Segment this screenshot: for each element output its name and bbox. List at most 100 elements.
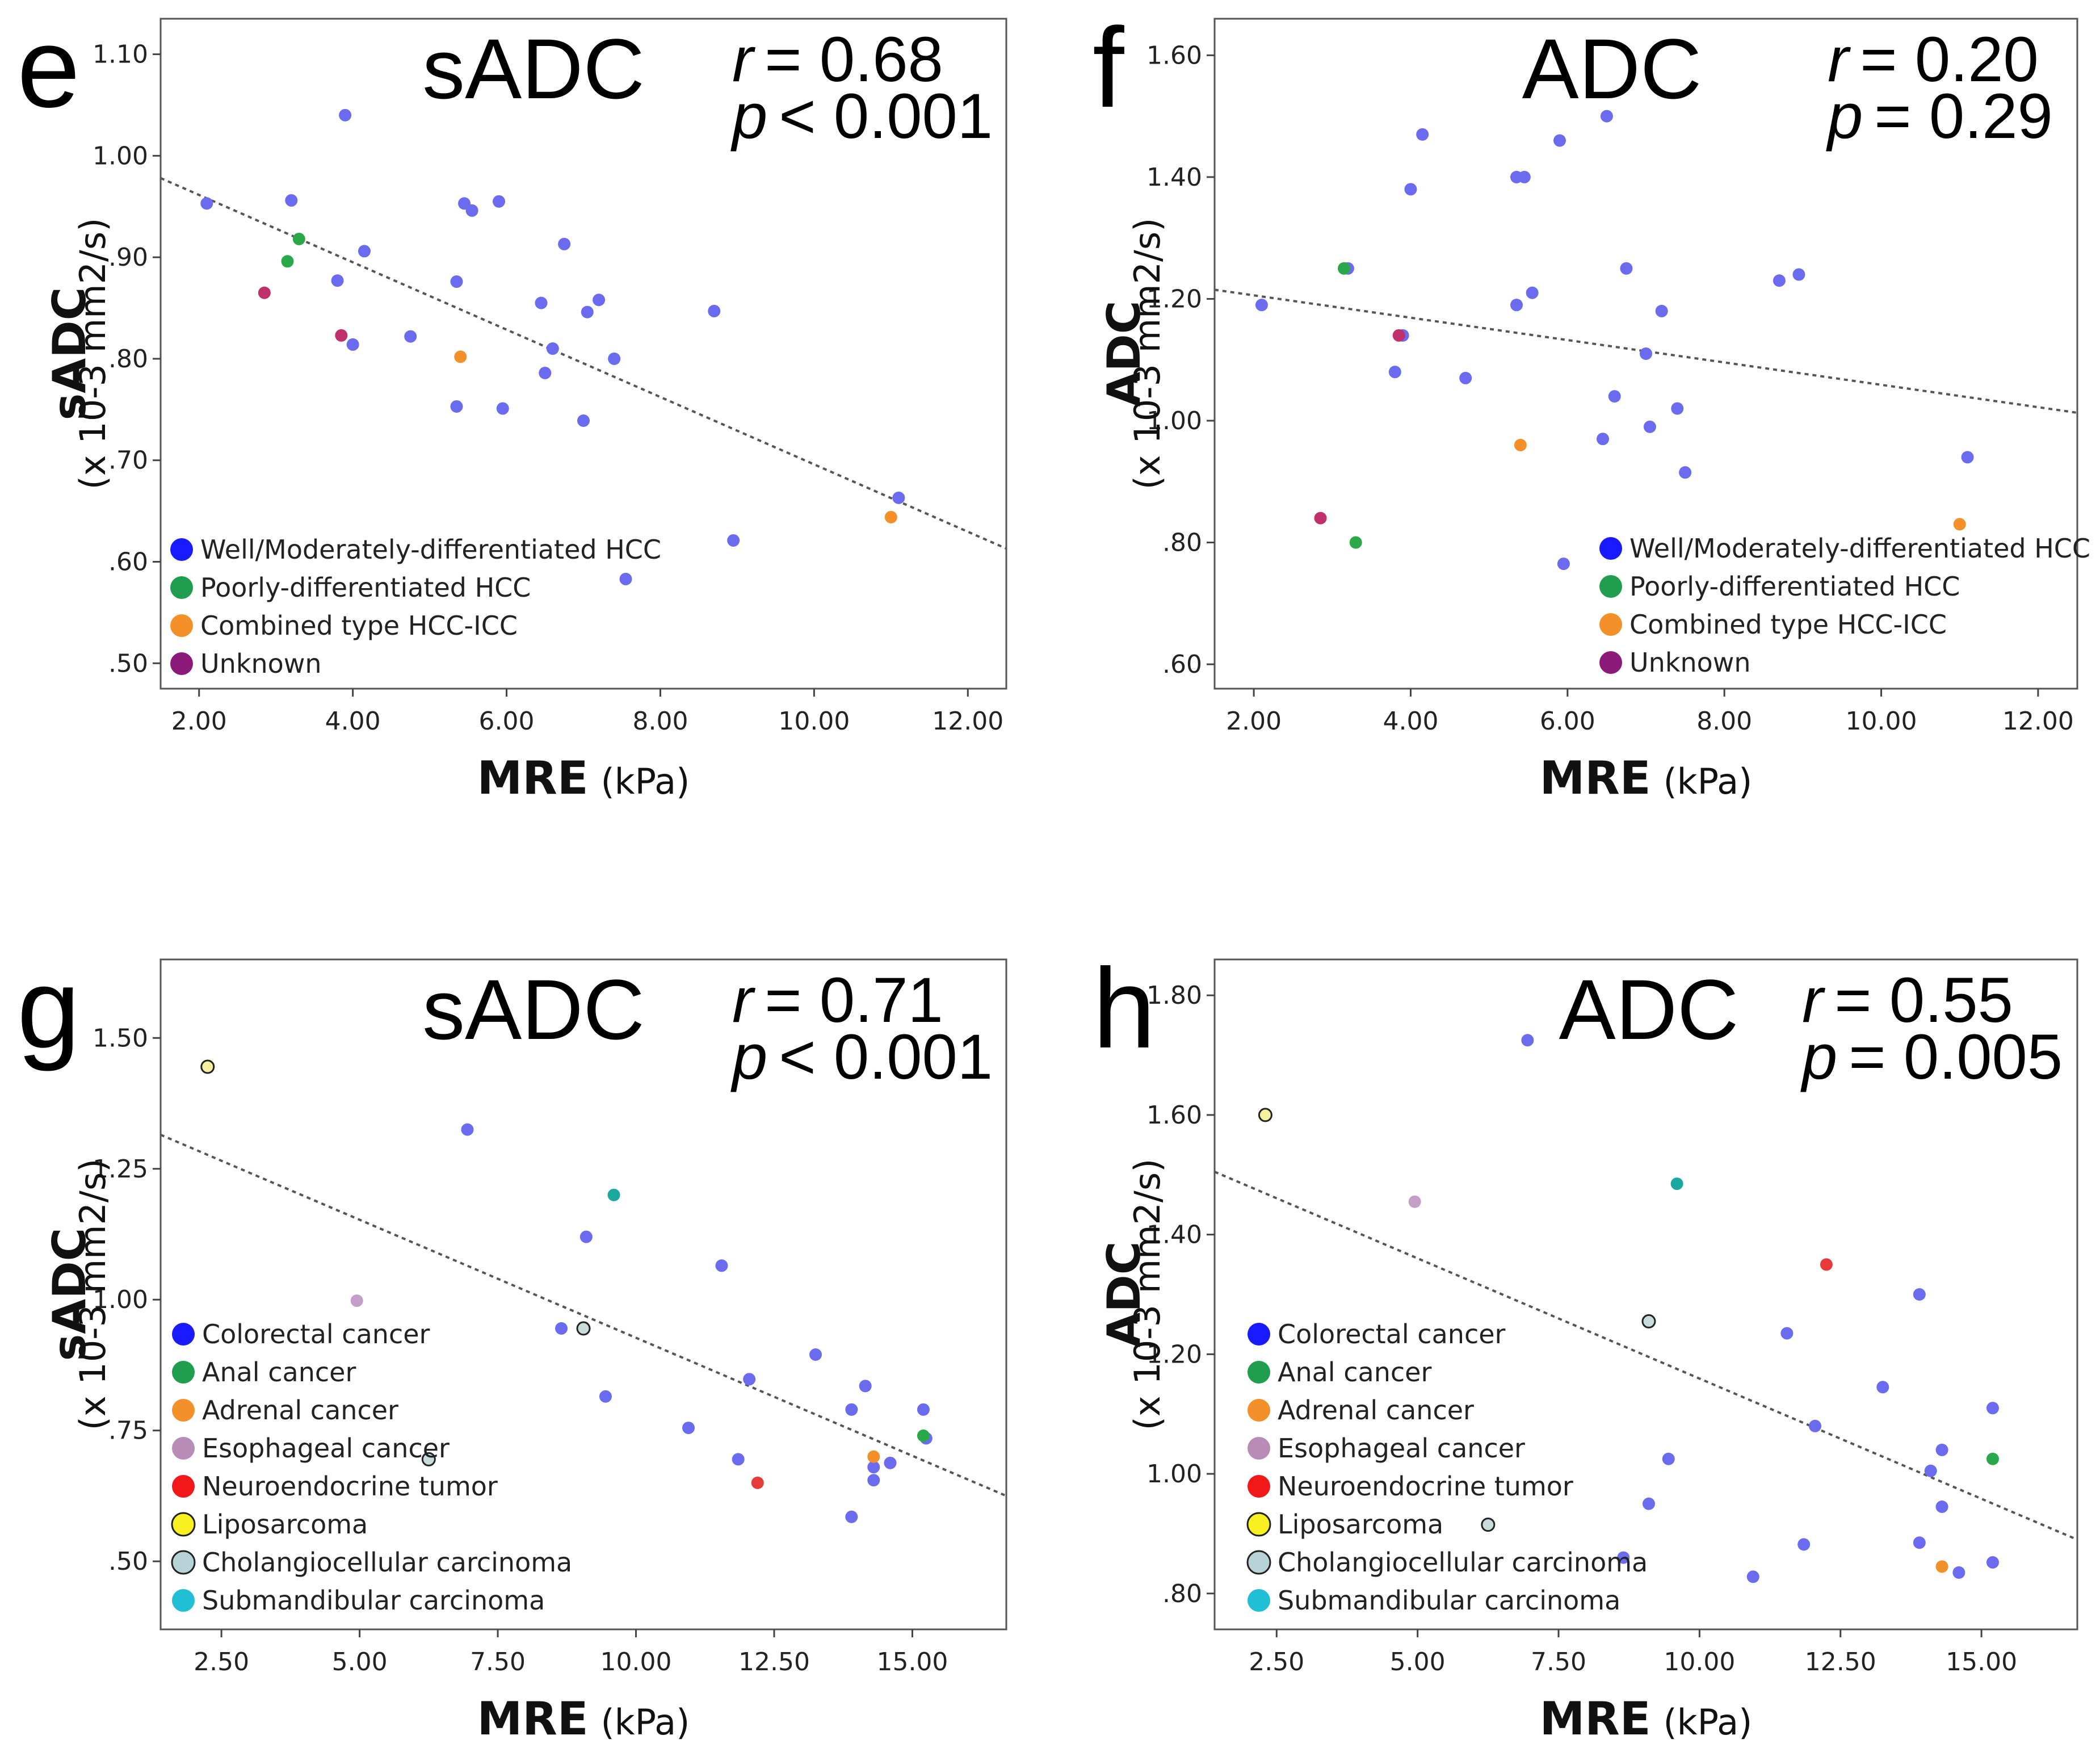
stat-r-label: r bbox=[1802, 965, 1826, 1036]
data-point bbox=[867, 1461, 880, 1474]
data-point bbox=[1986, 1452, 1999, 1465]
x-axis-unit: (kPa) bbox=[600, 761, 690, 802]
stat-r-label: r bbox=[1828, 24, 1851, 95]
data-point bbox=[708, 304, 721, 317]
data-point bbox=[1820, 1258, 1833, 1271]
data-point bbox=[258, 286, 271, 299]
data-point bbox=[1913, 1536, 1926, 1549]
data-point bbox=[608, 352, 621, 365]
legend-label: Unknown bbox=[200, 648, 322, 679]
legend-label: Liposarcoma bbox=[1278, 1509, 1443, 1540]
legend-label: Cholangiocellular carcinoma bbox=[1278, 1547, 1648, 1578]
y-tick-label: .50 bbox=[108, 1547, 148, 1576]
data-point bbox=[1416, 128, 1429, 141]
stat-r-value: = 0.71 bbox=[765, 965, 943, 1036]
y-axis-title: sADC bbox=[43, 1228, 96, 1361]
panel-letter: e bbox=[17, 5, 80, 131]
legend-label: Neuroendocrine tumor bbox=[1278, 1471, 1573, 1502]
data-point bbox=[1935, 1443, 1948, 1456]
y-tick-label: .50 bbox=[108, 649, 148, 678]
stat-r: r = 0.71 bbox=[732, 965, 943, 1036]
data-point bbox=[1986, 1402, 1999, 1415]
stat-p: p < 0.001 bbox=[730, 81, 993, 152]
y-tick-label: .80 bbox=[1162, 529, 1202, 558]
legend-label: Poorly-differentiated HCC bbox=[1629, 571, 1960, 602]
legend-marker bbox=[1599, 575, 1622, 598]
data-point bbox=[1924, 1464, 1937, 1477]
data-point bbox=[581, 305, 594, 318]
data-point bbox=[546, 342, 559, 355]
y-axis-unit: (x 10-3 mm2/s) bbox=[72, 218, 114, 490]
y-tick-label: 1.10 bbox=[93, 40, 148, 69]
data-point bbox=[884, 1456, 897, 1469]
data-point bbox=[867, 1450, 880, 1463]
data-point bbox=[450, 275, 463, 288]
legend-label: Submandibular carcinoma bbox=[202, 1585, 545, 1616]
data-point bbox=[1780, 1327, 1794, 1340]
data-point bbox=[1953, 518, 1966, 531]
legend-marker bbox=[1599, 537, 1622, 560]
y-tick-label: 1.50 bbox=[93, 1024, 148, 1053]
data-point bbox=[1314, 512, 1327, 525]
data-point bbox=[535, 296, 548, 309]
data-point bbox=[743, 1373, 756, 1386]
data-point bbox=[892, 491, 905, 504]
stat-r-value: = 0.20 bbox=[1860, 24, 2039, 95]
data-point bbox=[493, 195, 505, 208]
data-point bbox=[1640, 347, 1652, 360]
plot-title: sADC bbox=[422, 962, 645, 1057]
x-tick-label: 4.00 bbox=[325, 707, 381, 736]
data-point bbox=[619, 572, 632, 585]
data-point bbox=[1608, 390, 1621, 403]
stat-r-label: r bbox=[732, 965, 756, 1036]
stat-r-value: = 0.55 bbox=[1834, 965, 2013, 1036]
legend-marker bbox=[171, 1512, 196, 1537]
panel-e: .50 .60 .70 .80 .90 1.00 1.10 2.00 4.00 6.00 8.00 1… bbox=[17, 5, 1007, 804]
y-axis-title: ADC bbox=[1098, 300, 1150, 406]
x-axis-title: MRE bbox=[1540, 752, 1651, 804]
data-point bbox=[1913, 1288, 1926, 1301]
x-axis-title: MRE bbox=[477, 752, 589, 804]
stat-r: r = 0.55 bbox=[1802, 965, 2013, 1036]
data-point bbox=[1481, 1518, 1496, 1532]
y-axis-unit: (x 10-3 mm2/s) bbox=[72, 1159, 114, 1431]
data-point bbox=[1404, 183, 1417, 196]
legend-label: Combined type HCC-ICC bbox=[1629, 609, 1947, 640]
legend-label: Cholangiocellular carcinoma bbox=[202, 1547, 572, 1578]
legend-label: Adrenal cancer bbox=[1278, 1395, 1474, 1426]
plot-frame bbox=[159, 18, 1007, 690]
legend-marker bbox=[172, 1361, 195, 1384]
data-point bbox=[350, 1294, 363, 1307]
data-point bbox=[1986, 1556, 1999, 1569]
stat-p-value: = 0.005 bbox=[1849, 1021, 2063, 1092]
data-point bbox=[1876, 1381, 1889, 1394]
legend-marker bbox=[1246, 1550, 1271, 1575]
data-point bbox=[450, 400, 463, 413]
plot-title: ADC bbox=[1522, 21, 1702, 116]
stat-r-label: r bbox=[732, 24, 756, 95]
data-point bbox=[1670, 1177, 1683, 1191]
x-tick-label: 10.00 bbox=[1664, 1648, 1735, 1676]
y-tick-label: 1.40 bbox=[1146, 1221, 1202, 1250]
data-point bbox=[1526, 286, 1539, 299]
data-point bbox=[593, 294, 606, 307]
data-point bbox=[1642, 1497, 1655, 1510]
stat-p: p = 0.005 bbox=[1800, 1021, 2063, 1092]
plot-title: ADC bbox=[1559, 962, 1739, 1057]
data-point bbox=[917, 1403, 930, 1416]
data-point bbox=[1671, 402, 1684, 415]
legend-label: Adrenal cancer bbox=[202, 1395, 398, 1426]
x-tick-label: 12.00 bbox=[932, 707, 1003, 736]
y-tick-label: 1.00 bbox=[1146, 406, 1202, 435]
data-point bbox=[200, 1059, 215, 1074]
data-point bbox=[1641, 1314, 1656, 1328]
x-axis-unit: (kPa) bbox=[1663, 761, 1752, 802]
legend-label: Esophageal cancer bbox=[1278, 1433, 1525, 1464]
data-point bbox=[200, 197, 213, 210]
data-point bbox=[809, 1348, 822, 1361]
stat-r-value: = 0.68 bbox=[765, 24, 943, 95]
data-point bbox=[1258, 1108, 1272, 1122]
legend-marker bbox=[1599, 613, 1622, 636]
stat-p: p = 0.29 bbox=[1826, 81, 2053, 152]
